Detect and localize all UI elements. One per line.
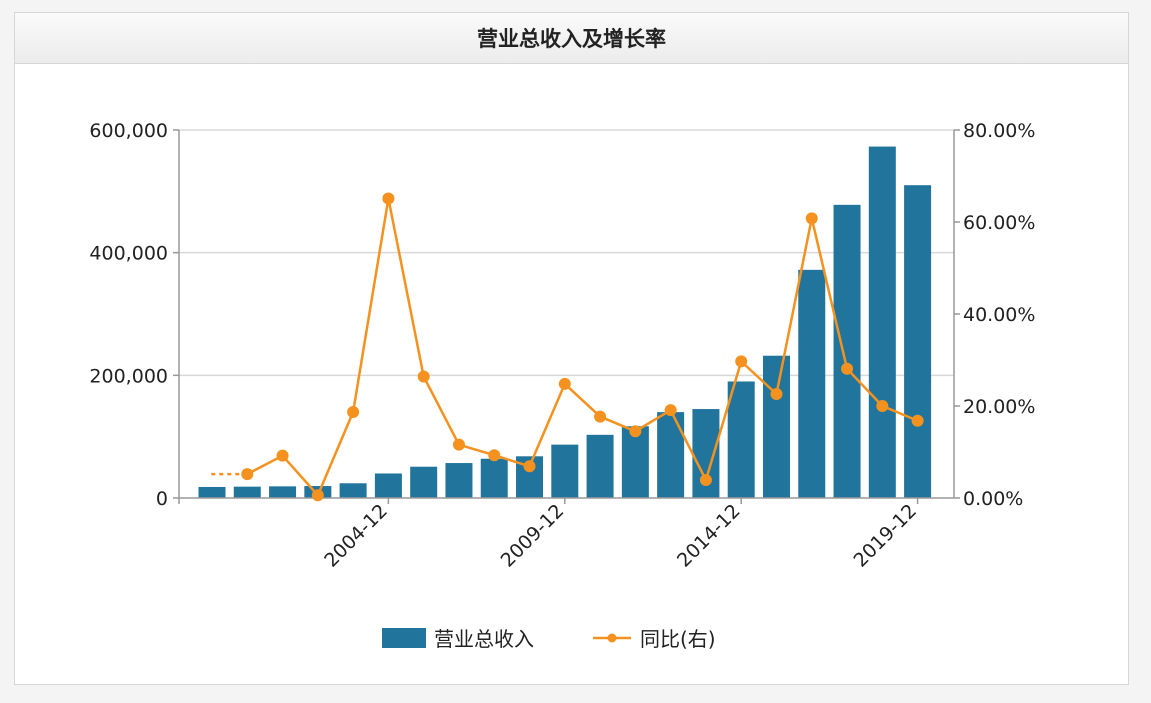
legend-label-growth: 同比(右) — [640, 627, 716, 651]
revenue-bar — [798, 269, 826, 498]
right-tick-label: 0.00% — [963, 488, 1023, 510]
revenue-bar — [480, 458, 508, 498]
growth-point — [241, 468, 254, 481]
growth-point — [911, 414, 924, 427]
growth-point — [699, 474, 712, 487]
left-tick-label: 200,000 — [89, 365, 168, 387]
chart-panel: 营业总收入及增长率 — [14, 12, 1129, 685]
x-tick-label: 2009-12 — [497, 500, 569, 572]
left-tick-label: 0 — [156, 488, 168, 510]
legend-swatch-growth-dot — [607, 633, 617, 643]
growth-line-path — [246, 197, 919, 497]
growth-point — [311, 489, 324, 502]
growth-point — [382, 192, 395, 205]
growth-point — [417, 370, 430, 383]
growth-point — [523, 460, 536, 473]
revenue-bar — [727, 381, 755, 498]
right-tick-label: 60.00% — [963, 212, 1035, 234]
growth-point — [558, 377, 571, 390]
growth-point — [629, 425, 642, 438]
growth-point — [594, 410, 607, 423]
revenue-bar — [833, 204, 861, 498]
legend-label-revenue: 营业总收入 — [434, 627, 534, 651]
growth-line — [211, 192, 924, 502]
revenue-bar — [586, 434, 614, 498]
growth-point — [770, 388, 783, 401]
revenue-bar — [621, 426, 649, 498]
x-tick-label: 2004-12 — [320, 500, 392, 572]
growth-point — [276, 449, 289, 462]
x-tick-label: 2019-12 — [849, 500, 921, 572]
left-tick-label: 400,000 — [89, 243, 168, 265]
revenue-bar — [374, 473, 402, 498]
revenue-bar — [868, 146, 896, 498]
growth-point — [735, 355, 748, 368]
x-tick-label: 2014-12 — [673, 500, 745, 572]
right-tick-label: 80.00% — [963, 120, 1035, 142]
revenue-bar — [339, 483, 367, 498]
legend[interactable]: 营业总收入 同比(右) — [382, 627, 716, 651]
legend-swatch-revenue — [382, 628, 426, 648]
revenue-bar — [657, 412, 685, 498]
revenue-bar — [233, 486, 261, 498]
revenue-bar — [445, 463, 473, 498]
chart-title: 营业总收入及增长率 — [15, 13, 1128, 64]
growth-point — [841, 362, 854, 375]
revenue-bar — [269, 486, 297, 498]
revenue-bar — [410, 466, 438, 498]
growth-point — [805, 212, 818, 225]
revenue-bar — [904, 185, 932, 498]
revenue-bars — [198, 146, 932, 498]
revenue-bar — [762, 355, 790, 498]
growth-point — [488, 449, 501, 462]
right-tick-label: 20.00% — [963, 396, 1035, 418]
right-tick-label: 40.00% — [963, 304, 1035, 326]
growth-point — [664, 404, 677, 417]
growth-point — [452, 438, 465, 451]
growth-point — [347, 405, 360, 418]
revenue-bar — [198, 486, 226, 498]
revenue-bar — [551, 444, 579, 498]
growth-point — [876, 400, 889, 412]
left-tick-label: 600,000 — [89, 120, 168, 142]
